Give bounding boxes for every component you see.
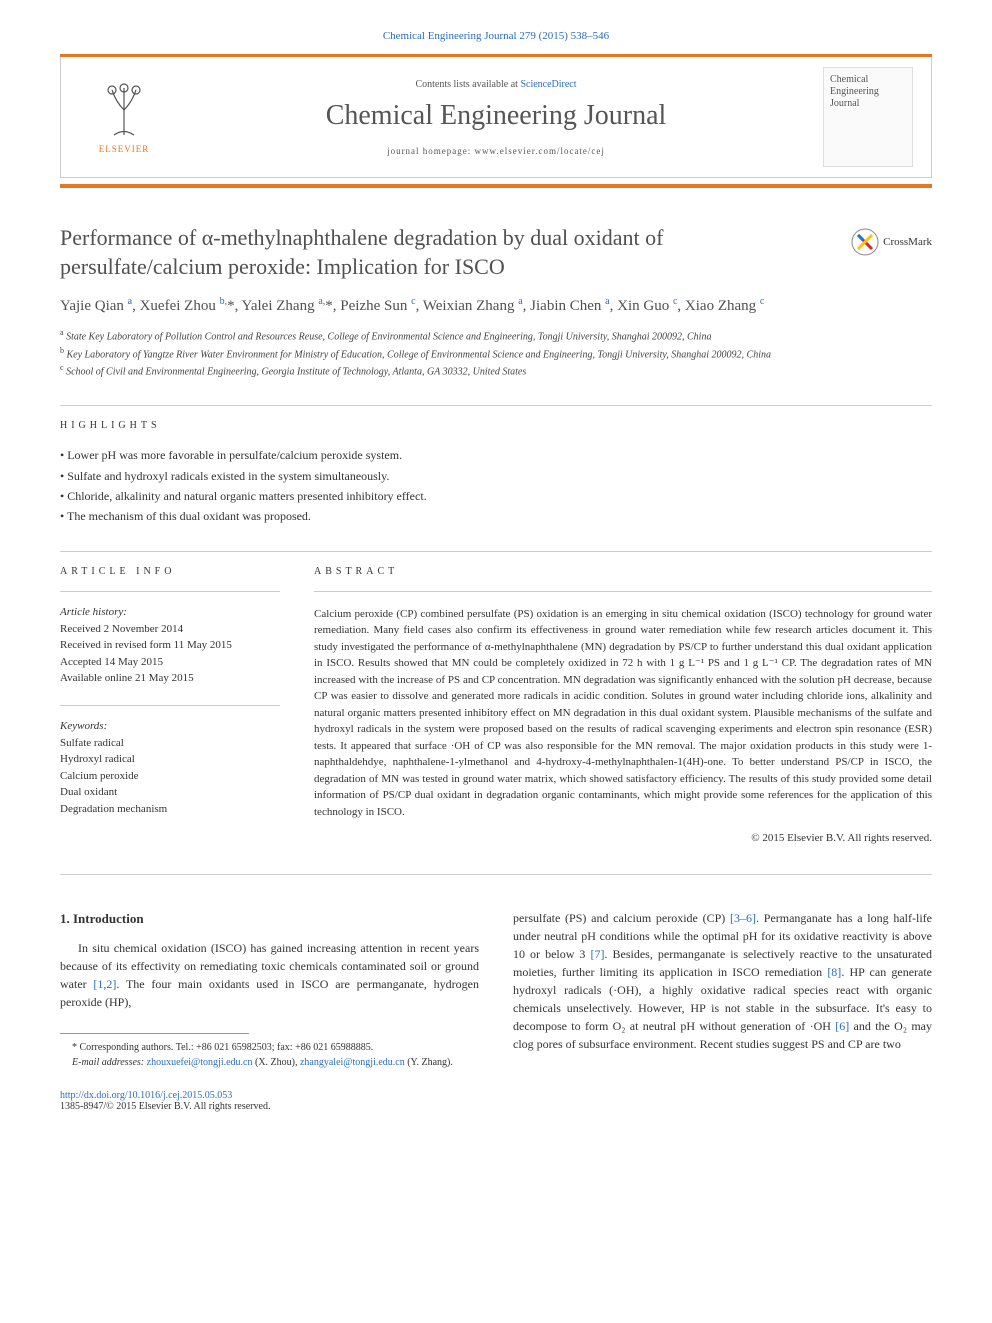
masthead-center: Contents lists available at ScienceDirec… [169,79,823,156]
publisher-logo: ELSEVIER [79,80,169,154]
contents-prefix: Contents lists available at [415,79,520,90]
emails-label: E-mail addresses: [72,1057,147,1068]
keywords-list: Sulfate radicalHydroxyl radicalCalcium p… [60,735,280,818]
masthead: ELSEVIER Contents lists available at Sci… [60,57,932,178]
keyword-item: Calcium peroxide [60,768,280,785]
reference-link[interactable]: [6] [835,1019,849,1033]
abstract-copyright: © 2015 Elsevier B.V. All rights reserved… [314,832,932,844]
citation-line: Chemical Engineering Journal 279 (2015) … [60,30,932,42]
highlight-item: The mechanism of this dual oxidant was p… [60,506,932,526]
abstract-label: ABSTRACT [314,566,932,577]
reference-link[interactable]: [3–6] [730,911,756,925]
rule [60,874,932,875]
affiliations: a State Key Laboratory of Pollution Cont… [60,327,932,379]
email-who-1: (X. Zhou), [252,1057,300,1068]
rule [60,705,280,706]
article-title: Performance of α-methylnaphthalene degra… [60,224,831,281]
crossmark-badge[interactable]: CrossMark [851,228,932,256]
body-left-column: 1. Introduction In situ chemical oxidati… [60,909,479,1070]
history-head: Article history: [60,606,280,618]
history-revised: Received in revised form 11 May 2015 [60,637,280,654]
author-list: Yajie Qian a, Xuefei Zhou b,*, Yalei Zha… [60,295,932,317]
rule [60,591,280,592]
title-row: Performance of α-methylnaphthalene degra… [60,224,932,281]
keyword-item: Hydroxyl radical [60,751,280,768]
abstract-text: Calcium peroxide (CP) combined persulfat… [314,606,932,821]
keywords-head: Keywords: [60,720,280,732]
corresponding-note: * Corresponding authors. Tel.: +86 021 6… [60,1040,479,1055]
highlights-list: Lower pH was more favorable in persulfat… [60,445,932,527]
history-received: Received 2 November 2014 [60,621,280,638]
reference-link[interactable]: [7] [590,947,604,961]
homepage-url: www.elsevier.com/locate/cej [475,146,605,156]
footer-copyright: 1385-8947/© 2015 Elsevier B.V. All right… [60,1101,932,1112]
journal-title: Chemical Engineering Journal [169,100,823,132]
contents-available: Contents lists available at ScienceDirec… [169,79,823,90]
body-columns: 1. Introduction In situ chemical oxidati… [60,909,932,1070]
reference-link[interactable]: [1,2] [93,977,116,991]
reference-link[interactable]: [8] [827,965,841,979]
homepage-line: journal homepage: www.elsevier.com/locat… [169,146,823,156]
rule [60,405,932,406]
homepage-label: journal homepage: [387,146,474,156]
email-link-1[interactable]: zhouxuefei@tongji.edu.cn [147,1057,253,1068]
history-accepted: Accepted 14 May 2015 [60,654,280,671]
article-info-column: ARTICLE INFO Article history: Received 2… [60,566,280,845]
journal-cover-thumb: Chemical Engineering Journal [823,67,913,167]
highlight-item: Chloride, alkalinity and natural organic… [60,486,932,506]
cover-text-3: Journal [830,98,906,110]
email-link-2[interactable]: zhangyalei@tongji.edu.cn [300,1057,405,1068]
highlight-item: Sulfate and hydroxyl radicals existed in… [60,466,932,486]
history-online: Available online 21 May 2015 [60,670,280,687]
cover-text-2: Engineering [830,86,906,98]
highlights-label: HIGHLIGHTS [60,420,932,431]
intro-heading: 1. Introduction [60,909,479,929]
sciencedirect-link[interactable]: ScienceDirect [520,79,576,90]
keyword-item: Sulfate radical [60,735,280,752]
orange-divider [60,184,932,188]
info-abstract-row: ARTICLE INFO Article history: Received 2… [60,566,932,845]
highlight-item: Lower pH was more favorable in persulfat… [60,445,932,465]
footnote-rule [60,1033,249,1034]
doi-link[interactable]: http://dx.doi.org/10.1016/j.cej.2015.05.… [60,1090,932,1101]
article-info-label: ARTICLE INFO [60,566,280,577]
affiliation-b: b Key Laboratory of Yangtze River Water … [60,345,932,362]
footnotes: * Corresponding authors. Tel.: +86 021 6… [60,1040,479,1070]
keywords-block: Keywords: Sulfate radicalHydroxyl radica… [60,720,280,818]
masthead-wrap: ELSEVIER Contents lists available at Sci… [60,54,932,178]
keyword-item: Dual oxidant [60,784,280,801]
affiliation-a: a State Key Laboratory of Pollution Cont… [60,327,932,344]
abstract-column: ABSTRACT Calcium peroxide (CP) combined … [314,566,932,845]
keyword-item: Degradation mechanism [60,801,280,818]
article-history: Article history: Received 2 November 201… [60,606,280,687]
intro-right-para: persulfate (PS) and calcium peroxide (CP… [513,909,932,1053]
rule [314,591,932,592]
cover-text-1: Chemical [830,74,906,86]
rule [60,551,932,552]
intro-left-para: In situ chemical oxidation (ISCO) has ga… [60,939,479,1011]
elsevier-tree-icon [94,80,154,140]
body-right-column: persulfate (PS) and calcium peroxide (CP… [513,909,932,1070]
affiliation-c: c School of Civil and Environmental Engi… [60,362,932,379]
crossmark-icon [851,228,879,256]
publisher-name: ELSEVIER [99,144,150,154]
crossmark-label: CrossMark [883,236,932,248]
email-who-2: (Y. Zhang). [405,1057,453,1068]
email-note: E-mail addresses: zhouxuefei@tongji.edu.… [60,1055,479,1070]
